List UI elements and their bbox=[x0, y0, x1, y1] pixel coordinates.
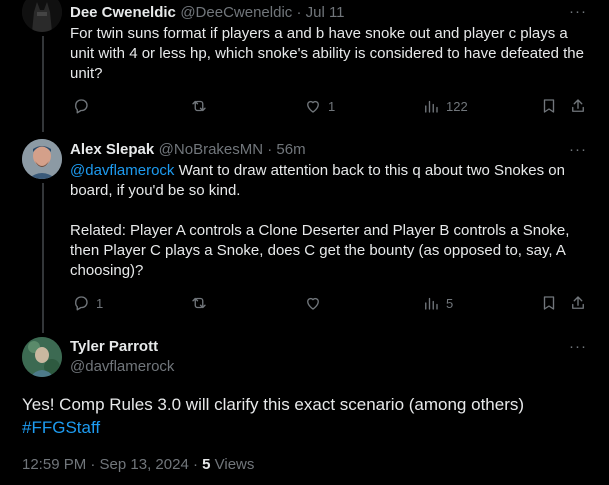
author-name[interactable]: Alex Slepak bbox=[70, 141, 155, 158]
thread-line bbox=[42, 36, 44, 132]
hashtag-link[interactable]: #FFGStaff bbox=[22, 418, 101, 437]
analytics-icon bbox=[425, 100, 438, 113]
retweet-icon bbox=[192, 100, 206, 112]
person-photo-icon bbox=[22, 139, 62, 179]
tweet-meta: 12:59 PM · Sep 13, 2024 · 5 Views bbox=[22, 456, 254, 473]
heart-icon bbox=[307, 297, 319, 310]
more-options-button[interactable]: ··· bbox=[569, 141, 587, 158]
avatar-dee-cweneldic[interactable] bbox=[22, 0, 62, 32]
like-button[interactable]: 1 bbox=[304, 97, 335, 115]
like-count: 1 bbox=[328, 98, 336, 114]
retweet-icon bbox=[192, 297, 206, 309]
views-button[interactable]: 5 bbox=[422, 294, 453, 312]
author-handle[interactable]: @davflamerock bbox=[70, 358, 175, 375]
avatar-alex-slepak[interactable] bbox=[22, 139, 62, 179]
views-button[interactable]: 122 bbox=[422, 97, 468, 115]
more-options-button[interactable]: ··· bbox=[569, 3, 587, 20]
timestamp[interactable]: 12:59 PM · Sep 13, 2024 · bbox=[22, 456, 203, 473]
tweet-text: @davflamerock Want to draw attention bac… bbox=[70, 161, 590, 201]
analytics-icon bbox=[425, 297, 438, 310]
author-name[interactable]: Dee Cweneldic bbox=[70, 4, 176, 21]
bookmark-button[interactable] bbox=[540, 294, 558, 312]
like-button[interactable] bbox=[304, 294, 328, 312]
tweet-text: For twin suns format if players a and b … bbox=[70, 25, 589, 82]
reply-icon bbox=[75, 296, 88, 311]
share-icon bbox=[572, 99, 584, 112]
tweet-text-part: Want to draw attention back to this q ab… bbox=[70, 162, 570, 199]
views-count: 122 bbox=[446, 98, 468, 114]
avatar-tyler-parrott[interactable] bbox=[22, 337, 62, 377]
retweet-button[interactable] bbox=[190, 294, 214, 312]
author-name[interactable]: Tyler Parrott bbox=[70, 338, 159, 355]
reply-button[interactable]: 1 bbox=[72, 294, 103, 312]
bookmark-icon bbox=[543, 99, 555, 113]
retweet-button[interactable] bbox=[190, 97, 214, 115]
bookmark-icon bbox=[543, 296, 555, 310]
tweet-text: Yes! Comp Rules 3.0 will clarify this ex… bbox=[22, 395, 525, 414]
share-icon bbox=[572, 296, 584, 309]
more-options-button[interactable]: ··· bbox=[569, 338, 587, 355]
bookmark-button[interactable] bbox=[540, 97, 558, 115]
reply-button[interactable] bbox=[72, 97, 96, 115]
share-button[interactable] bbox=[569, 294, 587, 312]
views-count: 5 bbox=[446, 295, 454, 311]
views-count: 5 bbox=[202, 456, 211, 473]
heart-icon bbox=[307, 100, 319, 113]
batman-avatar-icon bbox=[22, 0, 62, 32]
author-handle[interactable]: @DeeCweneldic · Jul 11 bbox=[180, 4, 345, 21]
reply-icon bbox=[75, 99, 88, 114]
share-button[interactable] bbox=[569, 97, 587, 115]
tweet-paragraph: Related: Player A controls a Clone Deser… bbox=[70, 222, 574, 279]
views-label: Views bbox=[210, 456, 255, 473]
person-photo-icon bbox=[22, 337, 62, 377]
thread-line bbox=[42, 183, 44, 333]
mention-link[interactable]: @davflamerock bbox=[70, 162, 175, 179]
author-handle[interactable]: @NoBrakesMN · 56m bbox=[158, 141, 306, 158]
reply-count: 1 bbox=[96, 295, 104, 311]
